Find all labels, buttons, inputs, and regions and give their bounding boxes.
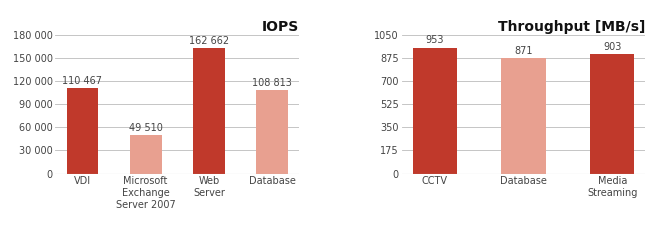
Text: 903: 903 [603,42,621,52]
Bar [501,58,546,174]
Bar [193,48,225,174]
Text: 162 662: 162 662 [189,36,229,46]
Bar [130,135,162,174]
Bar [413,48,457,174]
Bar [67,88,98,174]
Text: 108 813: 108 813 [252,78,292,88]
Text: 110 467: 110 467 [63,76,102,86]
Text: 49 510: 49 510 [128,123,162,133]
Bar [590,54,634,174]
Text: IOPS: IOPS [262,20,299,33]
Text: 871: 871 [514,46,533,56]
Text: Throughput [MB/s]: Throughput [MB/s] [498,20,645,33]
Bar [256,90,288,174]
Text: 953: 953 [426,35,444,45]
